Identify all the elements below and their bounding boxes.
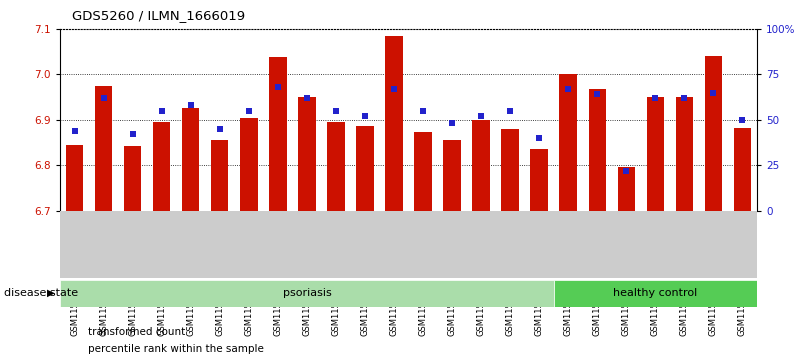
Text: transformed count: transformed count [88,327,185,337]
Point [243,108,256,114]
Bar [734,128,751,211]
Bar [501,129,519,211]
Point [272,84,284,90]
Bar [675,97,693,211]
Point [678,95,690,101]
Bar [589,89,606,211]
Text: percentile rank within the sample: percentile rank within the sample [88,344,264,354]
Bar [356,126,373,211]
Point [475,113,488,119]
Bar [559,73,577,211]
Point [649,95,662,101]
Point [707,90,720,95]
Point [504,108,517,114]
Bar [385,36,403,211]
Point [359,113,372,119]
Bar [443,140,461,211]
Text: healthy control: healthy control [614,288,698,298]
Bar [60,280,553,307]
Point [388,86,400,92]
Point [213,126,226,132]
Point [127,131,139,137]
Point [329,108,342,114]
Text: disease state: disease state [4,288,78,298]
Point [445,121,458,126]
Text: GDS5260 / ILMN_1666019: GDS5260 / ILMN_1666019 [72,9,245,22]
Point [155,108,168,114]
Point [562,86,574,92]
Point [184,102,197,108]
Bar [240,118,257,211]
Text: psoriasis: psoriasis [283,288,332,298]
Bar [269,57,287,211]
Point [736,117,749,123]
Point [97,95,110,101]
Bar [327,122,344,211]
Bar [95,86,112,211]
Point [300,95,313,101]
Point [533,135,545,141]
Bar [124,146,141,211]
Bar [646,97,664,211]
Bar [414,132,432,211]
Bar [473,120,489,211]
Bar [530,149,548,211]
Text: ▶: ▶ [47,288,54,298]
Bar [553,280,757,307]
Bar [298,97,316,211]
Bar [153,122,171,211]
Bar [182,107,199,211]
Point [68,128,81,134]
Bar [705,56,722,211]
Point [591,91,604,97]
Point [417,108,429,114]
Bar [66,145,83,211]
Point [620,168,633,174]
Bar [618,167,635,211]
Bar [211,140,228,211]
